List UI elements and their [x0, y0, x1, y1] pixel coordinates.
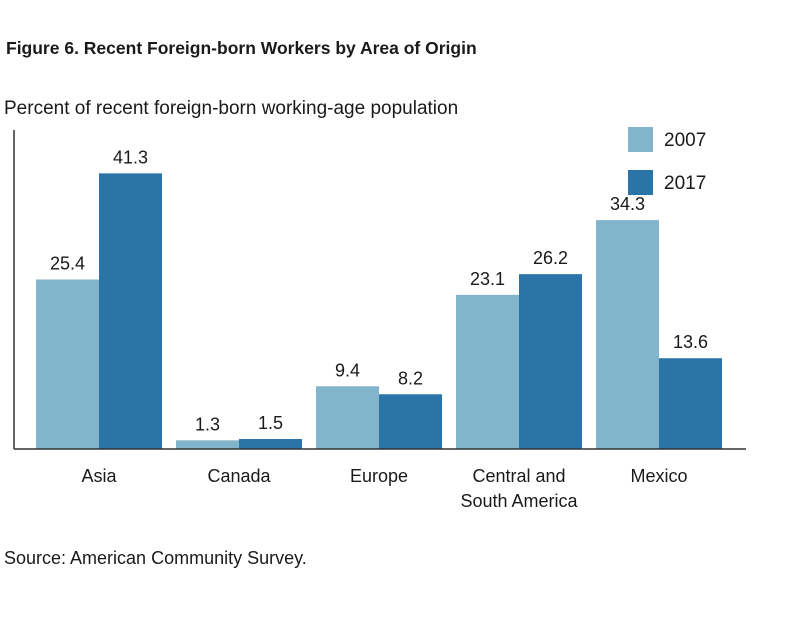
legend-label-2017: 2017: [664, 173, 706, 194]
bar-2007-0: [36, 279, 99, 449]
x-tick-label-2: Europe: [350, 466, 408, 486]
x-tick-label-0: Asia: [81, 466, 117, 486]
data-label-2007-3: 23.1: [470, 269, 505, 289]
data-label-2017-0: 41.3: [113, 147, 148, 167]
bar-2007-1: [176, 440, 239, 449]
bar-2007-2: [316, 386, 379, 449]
bar-2017-1: [239, 438, 302, 449]
data-label-2017-2: 8.2: [398, 368, 423, 388]
x-tick-label-3-1: South America: [460, 491, 578, 511]
bars-group: [36, 173, 722, 449]
bar-2007-3: [456, 294, 519, 449]
x-tick-label-1: Canada: [207, 466, 271, 486]
data-label-2007-4: 34.3: [610, 194, 645, 214]
data-label-2017-1: 1.5: [258, 413, 283, 433]
data-label-2007-2: 9.4: [335, 360, 360, 380]
legend: 2007 2017: [628, 127, 706, 195]
value-labels-group: 25.4 41.3 1.3 1.5 9.4 8.2 23.1 26.2 34.3 13.6: [50, 147, 708, 434]
source-note: Source: American Community Survey.: [4, 548, 307, 568]
bar-2017-2: [379, 394, 442, 449]
bar-2007-4: [596, 220, 659, 449]
x-tick-label-4: Mexico: [630, 466, 687, 486]
legend-swatch-2017: [628, 170, 653, 195]
chart-title: Figure 6. Recent Foreign-born Workers by…: [6, 38, 477, 58]
x-tick-label-3-0: Central and: [472, 466, 565, 486]
legend-swatch-2007: [628, 127, 653, 152]
legend-label-2007: 2007: [664, 130, 706, 151]
x-tick-labels-group: Asia Canada Europe Central and South America…: [81, 466, 687, 511]
bar-2017-3: [519, 274, 582, 449]
data-label-2017-3: 26.2: [533, 248, 568, 268]
bar-2017-0: [99, 173, 162, 449]
data-label-2007-1: 1.3: [195, 414, 220, 434]
data-label-2017-4: 13.6: [673, 332, 708, 352]
bar-2017-4: [659, 358, 722, 449]
y-axis-label: Percent of recent foreign-born working-a…: [4, 98, 459, 119]
data-label-2007-0: 25.4: [50, 253, 85, 273]
